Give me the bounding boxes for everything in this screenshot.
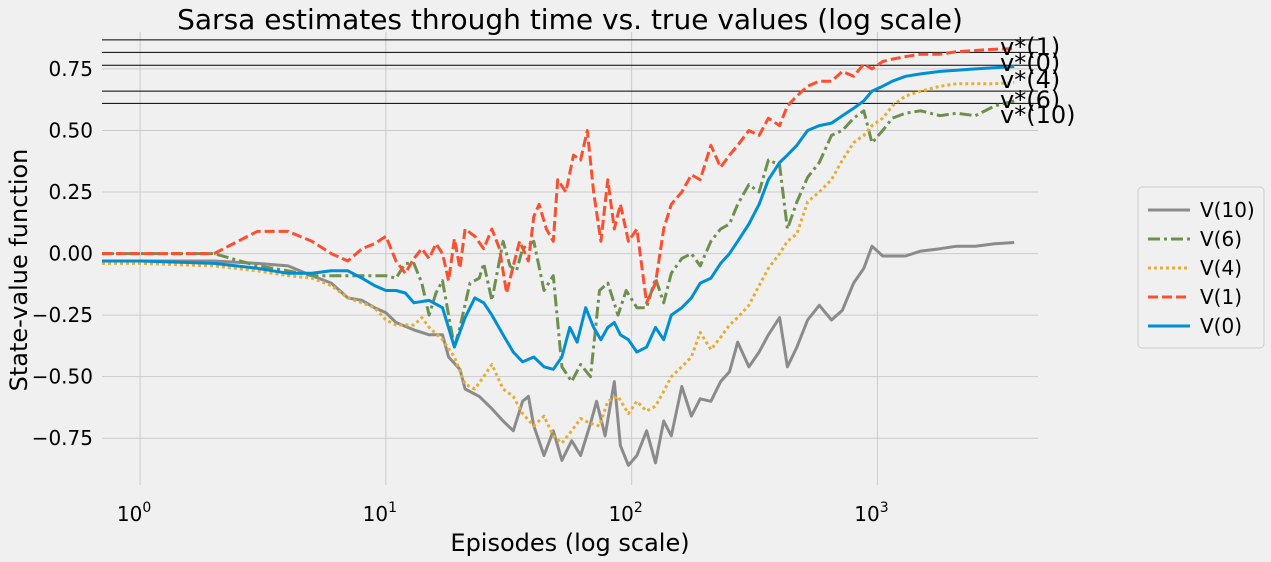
x-tick-exponent: 1 xyxy=(388,500,397,516)
y-tick-label: 0.00 xyxy=(48,242,93,266)
legend-entry: V(4) xyxy=(1200,256,1242,280)
reference-labels: v*(1)v*(0)v*(4)v*(6)v*(10) xyxy=(1000,33,1075,129)
chart-title: Sarsa estimates through time vs. true va… xyxy=(177,3,963,36)
x-axis-ticks: 100 101 102 103 xyxy=(117,500,889,526)
x-axis-label: Episodes (log scale) xyxy=(450,529,689,557)
x-tick-label: 101 xyxy=(363,500,397,526)
series-line-2 xyxy=(102,81,1015,445)
series-line-0 xyxy=(102,241,1015,467)
legend: V(10) V(6) V(4) V(1) V(0) xyxy=(1137,186,1265,349)
series-line-1 xyxy=(102,99,1015,384)
reference-line-label: v*(4) xyxy=(1000,66,1060,94)
reference-line-label: v*(1) xyxy=(1000,33,1060,61)
reference-line-label: v*(6) xyxy=(1000,86,1060,114)
legend-entry: V(10) xyxy=(1200,198,1255,222)
legend-entry: V(0) xyxy=(1200,314,1242,338)
y-axis-ticks: −0.75 −0.50 −0.25 0.00 0.25 0.50 0.75 xyxy=(32,57,93,450)
series-line-3 xyxy=(102,47,1015,305)
series-line-4 xyxy=(102,65,1015,371)
grid xyxy=(102,32,1038,485)
legend-entry: V(6) xyxy=(1200,227,1242,251)
x-tick-exponent: 2 xyxy=(634,500,643,516)
x-tick-label: 100 xyxy=(117,500,151,526)
x-tick-base: 10 xyxy=(854,502,879,526)
y-tick-label: 0.50 xyxy=(48,118,93,142)
y-tick-label: 0.75 xyxy=(48,57,93,81)
y-tick-label: −0.25 xyxy=(32,303,93,327)
legend-entry: V(1) xyxy=(1200,285,1242,309)
x-tick-label: 103 xyxy=(854,500,888,526)
x-tick-exponent: 0 xyxy=(142,500,151,516)
y-tick-label: 0.25 xyxy=(48,180,93,204)
x-tick-base: 10 xyxy=(363,502,388,526)
y-tick-label: −0.75 xyxy=(32,426,93,450)
reference-line-label: v*(10) xyxy=(1000,101,1075,129)
series-layer xyxy=(102,47,1015,467)
legend-frame xyxy=(1137,186,1265,349)
y-axis-label: State-value function xyxy=(5,149,33,392)
x-tick-label: 102 xyxy=(608,500,642,526)
reference-lines xyxy=(102,39,1038,104)
y-tick-label: −0.50 xyxy=(32,365,93,389)
reference-line-label: v*(0) xyxy=(1000,49,1060,77)
x-tick-base: 10 xyxy=(608,502,633,526)
x-tick-base: 10 xyxy=(117,502,142,526)
x-tick-exponent: 3 xyxy=(880,500,889,516)
